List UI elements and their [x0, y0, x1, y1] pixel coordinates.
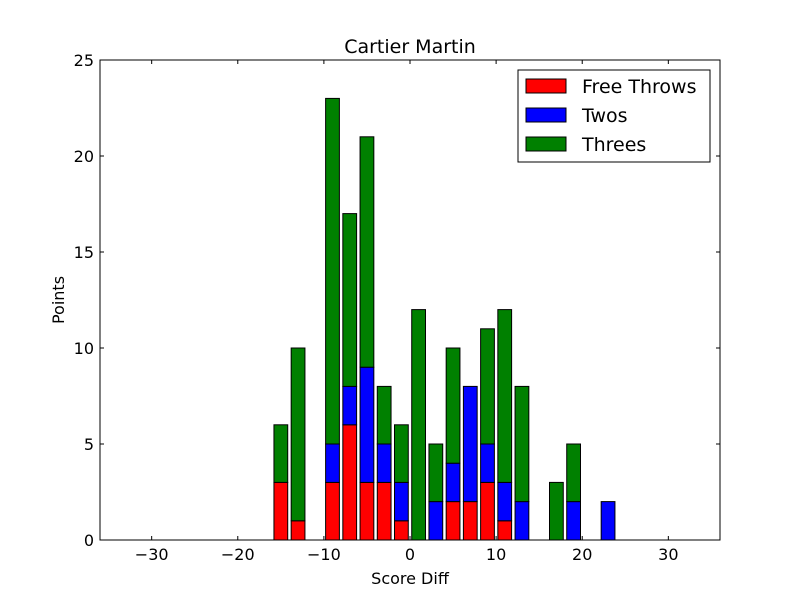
axes: −30 −20 −10 0 10 20 30 0 5 10 15 20 25 [74, 51, 721, 564]
bar-threes-12 [480, 328, 495, 445]
bar-threes-14 [514, 385, 530, 503]
chart-title: Cartier Martin [344, 36, 476, 58]
bar-twos-5 [359, 366, 375, 483]
bar-threes-3 [325, 97, 340, 445]
bar-threes-16 [549, 481, 564, 541]
bar-twos-3 [325, 443, 340, 483]
y-tick-label: 20 [74, 147, 94, 166]
bar-free-throws-3 [325, 481, 340, 541]
y-tick-label: 10 [74, 339, 94, 358]
legend-label-1: Twos [581, 105, 628, 127]
bar-threes-4 [342, 213, 358, 387]
bar-twos-7 [394, 481, 409, 522]
x-tick-label: 30 [658, 545, 678, 564]
legend-label-0: Free Throws [582, 76, 696, 98]
y-tick-label: 15 [74, 243, 94, 262]
bar-threes-6 [376, 385, 392, 445]
legend-label-2: Threes [581, 134, 646, 156]
bar-threes-13 [497, 309, 513, 483]
bar-free-throws-10 [445, 501, 461, 541]
bar-twos-11 [462, 385, 478, 503]
bar-free-throws-11 [462, 501, 478, 541]
bar-threes-9 [428, 443, 444, 503]
bar-free-throws-1 [290, 520, 306, 541]
bar-free-throws-6 [376, 481, 392, 541]
x-axis-label: Score Diff [371, 569, 450, 588]
bar-threes-8 [411, 309, 427, 541]
y-tick-label: 0 [84, 531, 94, 550]
bar-twos-9 [428, 501, 444, 541]
x-tick-label: −30 [135, 545, 169, 564]
y-tick-label: 5 [84, 435, 94, 454]
bar-threes-17 [566, 443, 582, 503]
y-tick-label: 25 [74, 51, 94, 70]
bar-free-throws-4 [342, 424, 358, 541]
bar-free-throws-0 [273, 481, 289, 541]
legend: Free Throws Twos Threes [517, 69, 711, 163]
bar-twos-14 [514, 501, 530, 541]
x-tick-label: −10 [307, 545, 341, 564]
bar-twos-12 [480, 443, 495, 483]
bar-twos-10 [445, 462, 461, 503]
bar-threes-10 [445, 347, 461, 464]
legend-swatch-0 [525, 78, 567, 94]
bar-free-throws-12 [480, 481, 495, 541]
bars-layer [273, 97, 616, 541]
legend-swatch-2 [525, 136, 567, 152]
bar-twos-13 [497, 481, 513, 522]
x-tick-label: 0 [405, 545, 415, 564]
bar-twos-19 [600, 501, 616, 541]
x-tick-label: 10 [486, 545, 506, 564]
bar-threes-1 [290, 347, 306, 522]
bar-threes-5 [359, 136, 375, 368]
y-axis-label: Points [49, 276, 68, 324]
bar-free-throws-5 [359, 481, 375, 541]
bar-free-throws-13 [497, 520, 513, 541]
bar-twos-6 [376, 443, 392, 483]
bar-twos-17 [566, 501, 582, 541]
bar-free-throws-7 [394, 520, 409, 541]
bar-threes-0 [273, 424, 289, 483]
x-tick-label: −20 [221, 545, 255, 564]
x-tick-label: 20 [572, 545, 592, 564]
bar-twos-4 [342, 385, 358, 426]
legend-swatch-1 [525, 107, 567, 123]
bar-threes-7 [394, 424, 409, 483]
